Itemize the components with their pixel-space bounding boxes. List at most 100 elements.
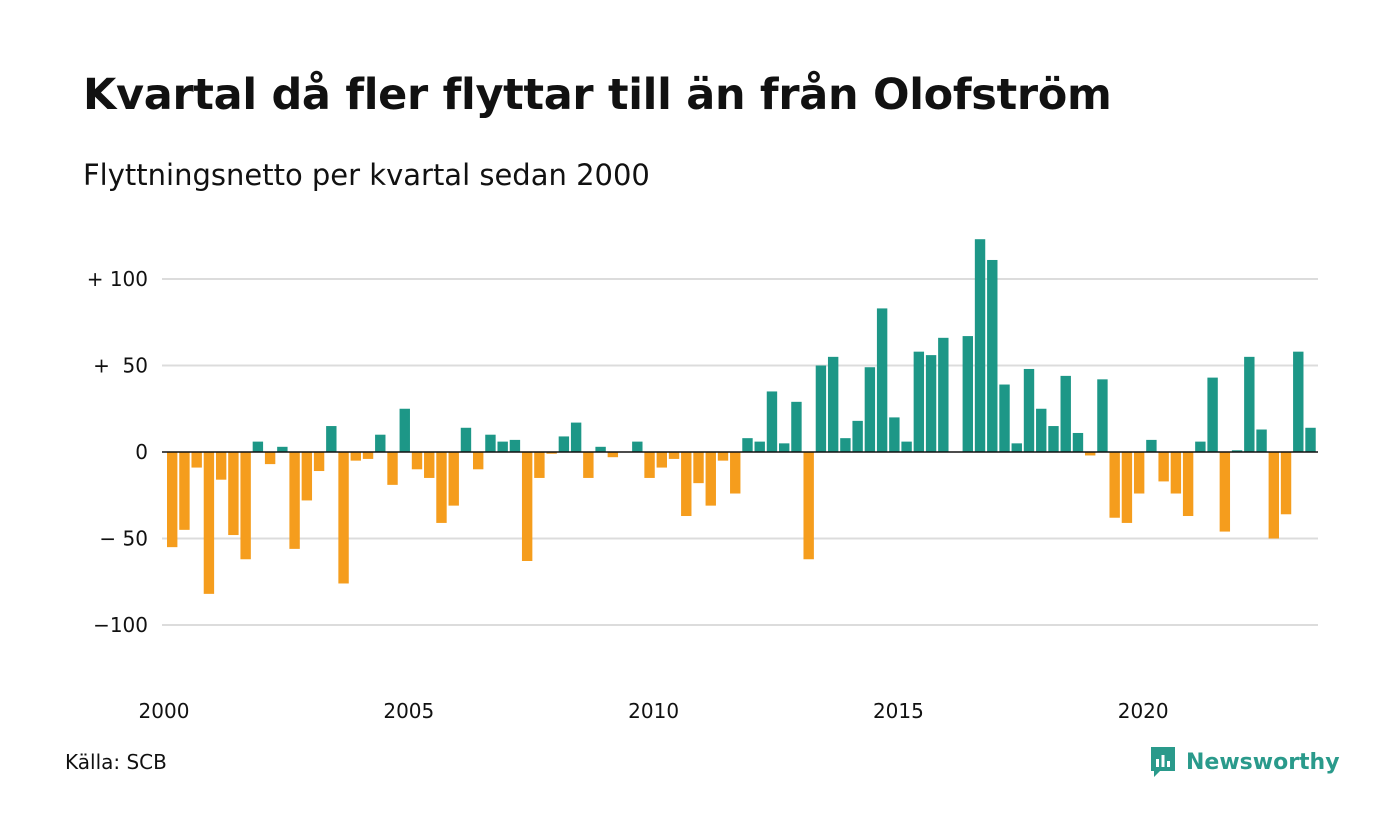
bar [387,452,398,485]
bar [668,452,680,459]
bar [717,452,729,461]
bar [1305,427,1316,452]
bar [326,426,337,452]
bar [1158,452,1169,482]
bar [962,336,973,452]
chart-subtitle: Flyttningsnetto per kvartal sedan 2000 [83,158,650,192]
bar [509,439,521,452]
bar [1293,351,1304,452]
bar [632,441,643,452]
bar [827,356,839,452]
bar [876,308,888,452]
bar [546,452,557,454]
bar [974,239,986,452]
x-tick-label: 2020 [1118,699,1169,723]
bar [350,452,361,461]
y-axis-labels: + 100 + 50 0 − 50 −100 [87,267,148,637]
bar [791,401,802,452]
bar [925,355,937,452]
bar [705,452,716,506]
bar [436,452,447,523]
bar [840,438,851,452]
newsworthy-logo-icon [1151,747,1175,777]
bar [399,408,410,452]
bar [313,452,325,472]
chart-title: Kvartal då fler flyttar till än från Olo… [83,70,1112,120]
bar [497,441,508,452]
bar [889,417,900,452]
y-tick-label: 0 [135,440,148,464]
bar [754,441,765,452]
bar [1060,375,1071,452]
bar [901,441,912,452]
bar [913,351,925,452]
bar [1109,452,1120,518]
bar [1268,452,1279,539]
bar [681,452,692,517]
bar [1097,379,1108,452]
x-tick-label: 2000 [139,699,190,723]
bar [1011,443,1022,452]
bar [779,443,790,452]
bar [656,452,667,468]
y-tick-label: + 100 [87,267,148,291]
bar [1195,441,1206,452]
bar [277,446,288,452]
bar [1121,452,1133,523]
bar [228,452,239,536]
bar [1244,356,1255,452]
bar [411,452,423,470]
bar [1048,426,1059,452]
x-axis-labels: 2000 2005 2010 2015 2020 [139,699,1169,723]
bar [607,452,619,458]
bar [1072,432,1084,452]
bar [534,452,545,478]
bar [179,452,190,530]
bar [693,452,704,484]
bar [424,452,435,478]
bar [289,452,300,549]
bar [1023,368,1035,452]
bar [362,452,374,459]
bar [1133,452,1145,494]
bar [264,452,276,465]
x-tick-label: 2010 [628,699,679,723]
brand-logo: Newsworthy [1148,744,1340,780]
bar [742,438,753,452]
bar [558,436,570,452]
bar [570,422,582,452]
bar [583,452,594,478]
bar [375,434,386,452]
x-tick-label: 2015 [873,699,924,723]
bar [730,452,741,494]
x-tick-label: 2005 [383,699,434,723]
bar [485,434,496,452]
bar [766,391,778,452]
bar [1280,452,1292,515]
bar [644,452,655,478]
y-tick-label: + 50 [93,354,148,378]
bar [215,452,227,480]
bar [987,259,998,452]
bar [1146,439,1157,452]
bar [803,452,814,560]
bar [1170,452,1182,494]
bar [1182,452,1194,517]
bar [999,384,1010,452]
bar [301,452,313,501]
y-tick-label: −100 [93,613,148,637]
bar [1207,377,1218,452]
bar [460,427,472,452]
source-note: Källa: SCB [65,750,167,774]
bar [167,452,178,548]
bar [938,337,949,452]
bar [191,452,202,468]
bar [521,452,533,561]
bar [1085,452,1096,456]
bar [1231,450,1243,452]
bar [252,441,264,452]
gridlines [162,278,1318,626]
bar [852,420,863,452]
bar [1256,429,1267,452]
